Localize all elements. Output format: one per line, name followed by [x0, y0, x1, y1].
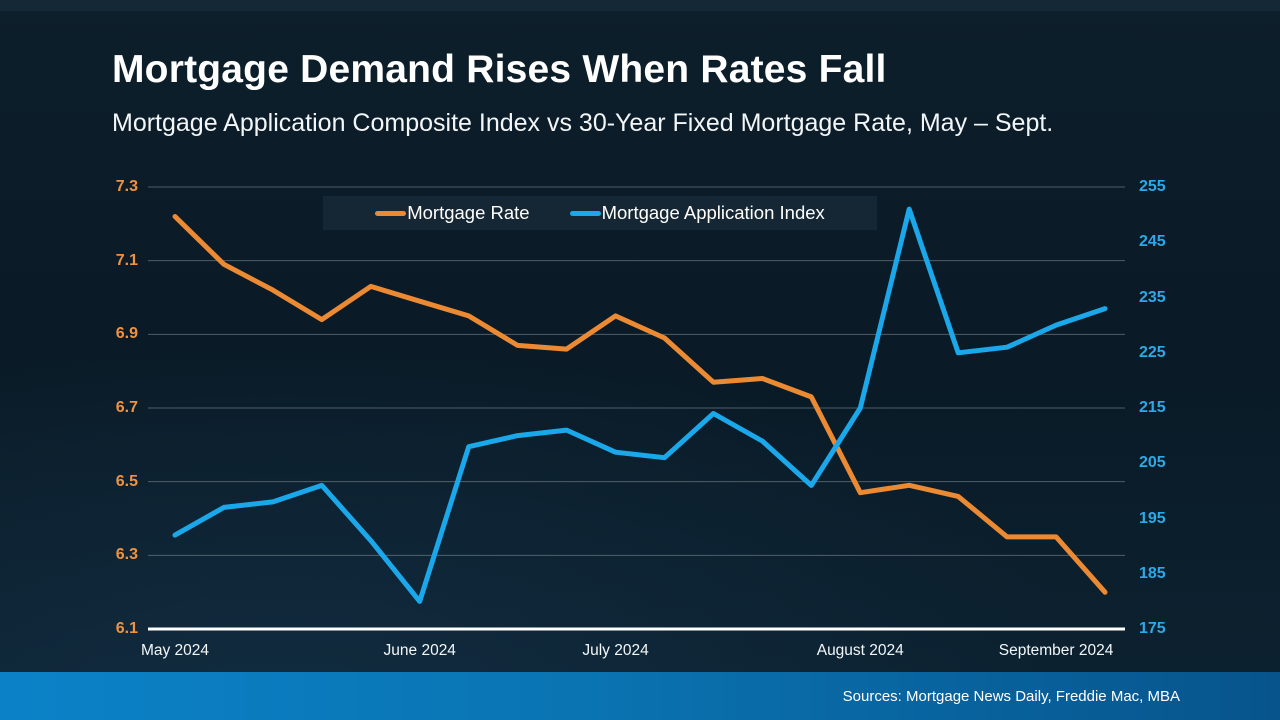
footer-bar: Sources: Mortgage News Daily, Freddie Ma… — [0, 672, 1280, 720]
chart-legend: Mortgage Rate Mortgage Application Index — [323, 196, 877, 230]
left-axis-tick-label: 6.7 — [115, 399, 138, 416]
legend-item-mortgage-application-index: Mortgage Application Index — [569, 202, 825, 224]
left-axis-tick-label: 6.1 — [115, 620, 138, 637]
chart-area: 7.3 7.1 6.9 6.7 6.5 6.3 6.1 255 245 235 225 215 205… — [115, 178, 1166, 659]
x-axis-tick-label: July 2024 — [582, 642, 649, 659]
x-axis-tick-label: September 2024 — [998, 642, 1114, 659]
right-axis-tick-label: 235 — [1139, 288, 1166, 306]
legend-label: Mortgage Rate — [407, 202, 530, 223]
left-axis-tick-label: 6.9 — [115, 325, 138, 343]
mortgage-rate-line — [172, 214, 1108, 595]
right-axis-tick-label: 205 — [1139, 454, 1166, 472]
right-axis-tick-label: 245 — [1139, 233, 1166, 251]
left-axis-tick-label: 6.5 — [115, 472, 138, 490]
mortgage-application-index-swatch-icon — [569, 210, 601, 216]
right-axis-tick-label: 185 — [1139, 564, 1166, 582]
legend-label: Mortgage Application Index — [601, 202, 825, 223]
x-axis-tick-label: June 2024 — [383, 642, 456, 659]
source-attribution: Sources: Mortgage News Daily, Freddie Ma… — [842, 687, 1180, 705]
right-axis-tick-label: 215 — [1139, 399, 1166, 416]
x-axis-tick-label: August 2024 — [816, 642, 904, 659]
left-axis-tick-label: 7.1 — [115, 251, 138, 269]
mortgage-application-index-line — [172, 206, 1108, 604]
line-chart — [148, 186, 1125, 604]
right-axis-tick-label: 225 — [1139, 343, 1166, 361]
left-axis-tick-label: 6.3 — [115, 546, 138, 564]
right-axis-tick-label: 255 — [1139, 178, 1166, 195]
x-axis-tick-label: May 2024 — [140, 642, 210, 659]
right-axis-tick-label: 175 — [1139, 620, 1166, 637]
right-axis-tick-label: 195 — [1139, 509, 1166, 527]
top-accent-strip — [0, 0, 1280, 11]
page-subtitle: Mortgage Application Composite Index vs … — [112, 109, 1054, 137]
page-title: Mortgage Demand Rises When Rates Fall — [112, 48, 887, 91]
legend-item-mortgage-rate: Mortgage Rate — [375, 202, 530, 224]
mortgage-rate-swatch-icon — [375, 210, 407, 216]
left-axis-tick-label: 7.3 — [115, 178, 138, 195]
